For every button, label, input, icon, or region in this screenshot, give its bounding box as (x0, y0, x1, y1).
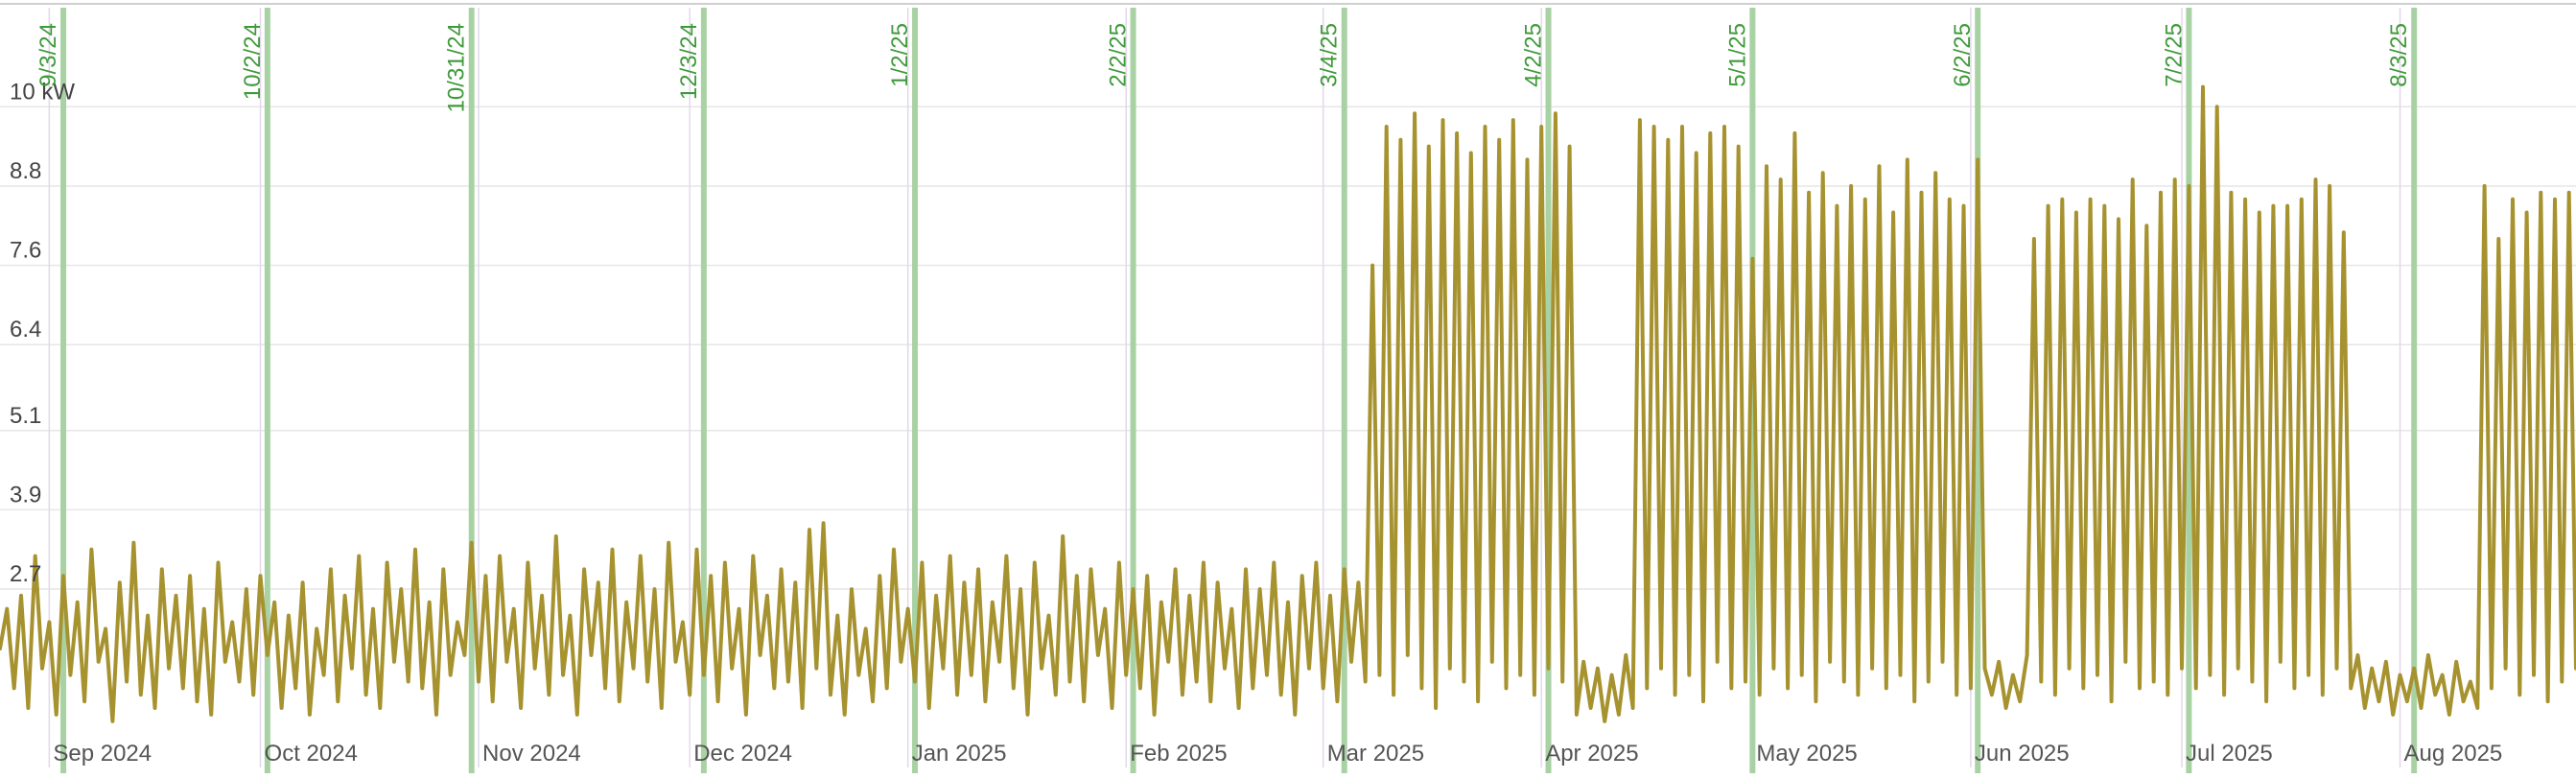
x-tick-label: May 2025 (1756, 741, 1857, 767)
reading-marker-label: 6/2/25 (1950, 23, 1976, 87)
reading-marker-label: 1/2/25 (887, 23, 913, 87)
y-tick-layer: 10 kW 8.8 7.6 6.4 5.1 3.9 2.7 (10, 79, 75, 587)
y-tick-label: 7.6 (10, 238, 41, 264)
reading-marker-label: 5/1/25 (1724, 23, 1750, 87)
y-tick-label: 8.8 (10, 158, 41, 184)
series-layer (0, 84, 2576, 723)
x-tick-label: Jan 2025 (912, 741, 1007, 767)
reading-marker-label: 8/3/25 (2386, 23, 2412, 87)
y-tick-label: 6.4 (10, 317, 41, 342)
reading-marker-layer (60, 8, 2418, 773)
grid-layer (0, 8, 2576, 767)
x-tick-label: Dec 2024 (693, 741, 792, 767)
y-tick-label: 3.9 (10, 482, 41, 508)
x-tick-label: Jul 2025 (2186, 741, 2273, 767)
reading-marker-label: 3/4/25 (1317, 23, 1343, 87)
reading-marker-label: 9/3/24 (35, 23, 61, 87)
reading-marker-label: 10/31/24 (444, 23, 470, 112)
reading-marker-label: 10/2/24 (240, 23, 266, 100)
x-tick-label: Feb 2025 (1130, 741, 1227, 767)
x-tick-label: Nov 2024 (482, 741, 581, 767)
reading-marker-label: 7/2/25 (2161, 23, 2187, 87)
y-tick-label: 2.7 (10, 561, 41, 587)
x-tick-label: Mar 2025 (1327, 741, 1424, 767)
x-tick-label: Oct 2024 (265, 741, 358, 767)
x-tick-label: Aug 2025 (2404, 741, 2503, 767)
reading-marker-label: 4/2/25 (1521, 23, 1547, 87)
reading-marker-label: 2/2/25 (1106, 23, 1132, 87)
x-tick-layer: Sep 2024 Oct 2024 Nov 2024 Dec 2024 Jan 2025… (53, 741, 2502, 767)
x-tick-label: Apr 2025 (1545, 741, 1638, 767)
reading-label-layer: 9/3/24 10/2/24 10/31/24 12/3/24 1/2/25 2/2/25… (35, 23, 2412, 112)
power-series-line (0, 84, 2576, 723)
reading-marker-label: 12/3/24 (676, 23, 702, 100)
y-tick-label: 10 kW (10, 79, 75, 105)
y-tick-label: 5.1 (10, 403, 41, 429)
x-tick-label: Sep 2024 (53, 741, 152, 767)
x-tick-label: Jun 2025 (1975, 741, 2070, 767)
